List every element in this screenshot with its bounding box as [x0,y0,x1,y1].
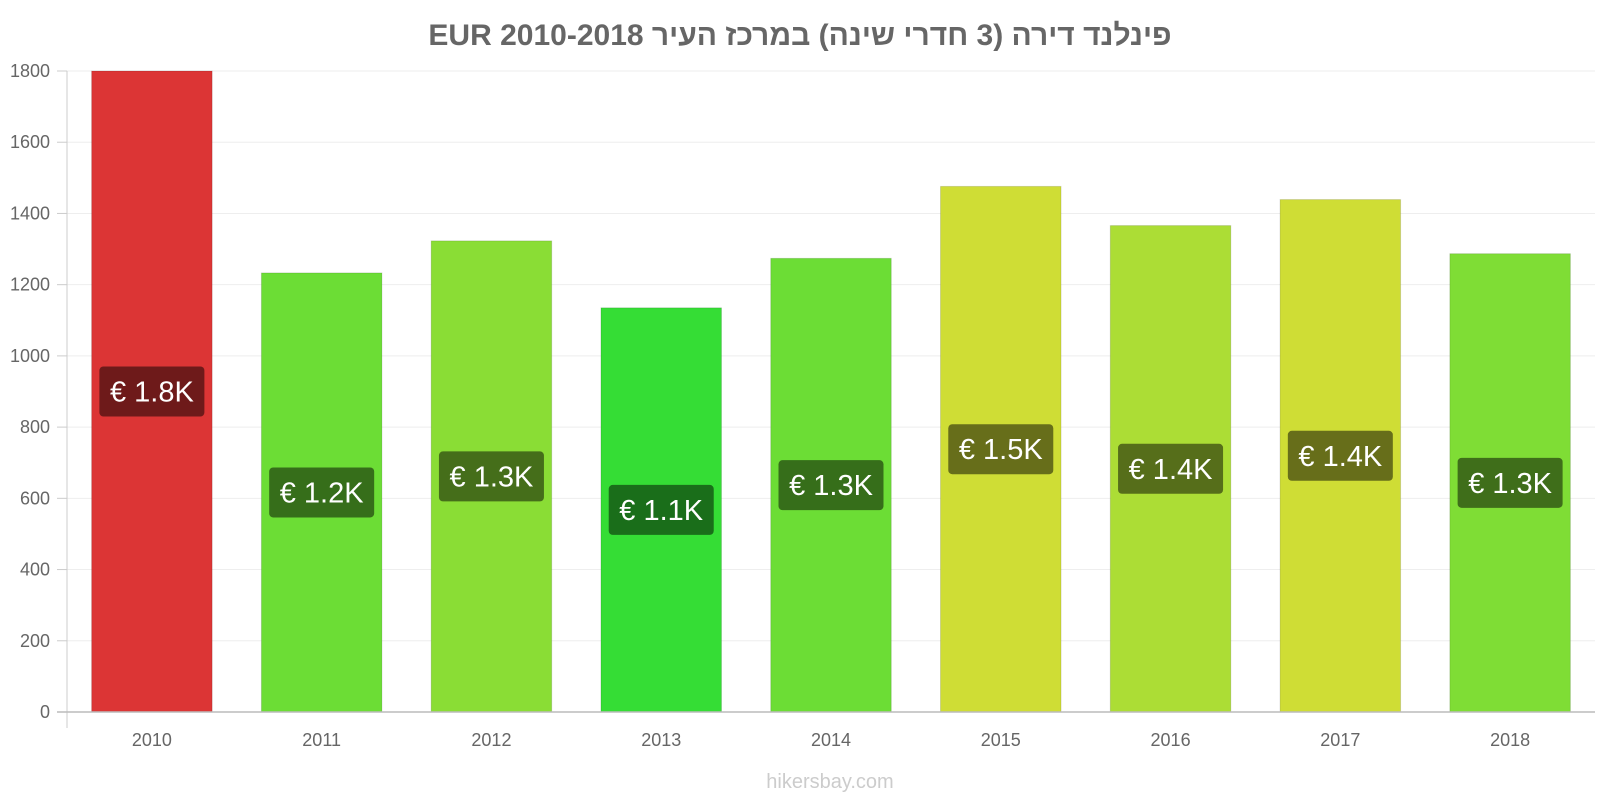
data-label: € 1.3K [450,461,534,493]
y-tick-label: 1200 [10,275,50,295]
data-label: € 1.2K [280,477,364,509]
watermark-text: hikersbay.com [766,771,893,793]
y-tick-label: 200 [20,631,50,651]
x-tick-label: 2012 [471,730,511,750]
x-tick-label: 2015 [981,730,1021,750]
data-label-box [438,451,544,502]
data-label: € 1.1K [619,495,703,527]
data-label: € 1.5K [959,434,1043,466]
x-tick-label: 2010 [132,730,172,750]
data-labels: € 1.8K € 1.2K € 1.3K € 1.1K € 1.3K € 1.5K € 1.… [99,366,1563,535]
x-tick-label: 2018 [1490,730,1530,750]
data-label: € 1.4K [1129,454,1213,486]
data-label: € 1.8K [110,377,194,409]
y-tick-label: 400 [20,560,50,580]
axes: 0 200 400 600 800 1000 1200 1400 1600 1800 2010 201… [10,61,1595,750]
data-label-box [99,366,205,417]
x-tick-label: 2013 [641,730,681,750]
data-label-box [1457,457,1563,508]
x-tick-label: 2017 [1320,730,1360,750]
data-label: € 1.4K [1298,441,1382,473]
x-tick-label: 2014 [811,730,851,750]
x-tick-label: 2011 [302,730,341,750]
data-label-box [608,484,714,535]
y-tick-label: 0 [40,702,50,722]
data-label: € 1.3K [789,470,873,502]
data-label-box [269,467,375,518]
data-label-box [778,460,884,511]
x-tick-label: 2016 [1151,730,1191,750]
y-tick-label: 1800 [10,61,50,81]
data-label-box [1118,443,1224,494]
y-tick-label: 1000 [10,346,50,366]
data-label: € 1.3K [1468,468,1552,500]
chart-title: פינלנד דירה (3 חדרי שינה) במרכז העיר 201… [428,19,1171,52]
bars [91,70,1571,713]
data-label-box [948,424,1054,475]
y-tick-label: 800 [20,417,50,437]
y-tick-label: 1400 [10,203,50,223]
data-label-box [1287,430,1393,481]
y-tick-label: 600 [20,488,50,508]
y-tick-label: 1600 [10,132,50,152]
